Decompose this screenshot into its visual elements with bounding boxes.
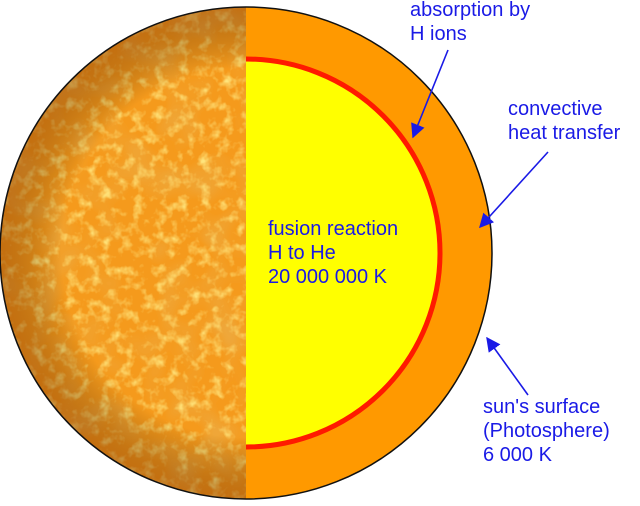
surface-label-line3: 6 000 K <box>483 444 552 466</box>
convective-label-line2: heat transfer <box>508 122 621 144</box>
convective-arrow <box>479 151 549 229</box>
sun-core <box>246 59 440 447</box>
convective-label: convective heat transfer <box>508 97 620 145</box>
absorption-arrow <box>411 49 449 139</box>
surface-label-line1: sun's surface <box>483 396 601 418</box>
surface-label: sun's surface (Photosphere) 6 000 K <box>483 395 610 467</box>
surface-label-line2: (Photosphere) <box>483 420 610 442</box>
absorption-label: absorption by H ions <box>410 0 530 46</box>
sun-surface-texture <box>0 7 246 499</box>
absorption-label-line2: H ions <box>410 23 467 45</box>
fusion-label-line2: H to He <box>268 242 336 264</box>
absorption-label-line1: absorption by <box>410 0 531 21</box>
fusion-label-line3: 20 000 000 K <box>268 266 387 288</box>
convective-label-line1: convective <box>508 98 603 120</box>
fusion-label-line1: fusion reaction <box>268 218 399 240</box>
surface-arrow <box>486 336 529 396</box>
fusion-label: fusion reaction H to He 20 000 000 K <box>268 217 398 289</box>
sun-outline <box>0 6 493 500</box>
radiative-zone-boundary <box>245 56 443 450</box>
